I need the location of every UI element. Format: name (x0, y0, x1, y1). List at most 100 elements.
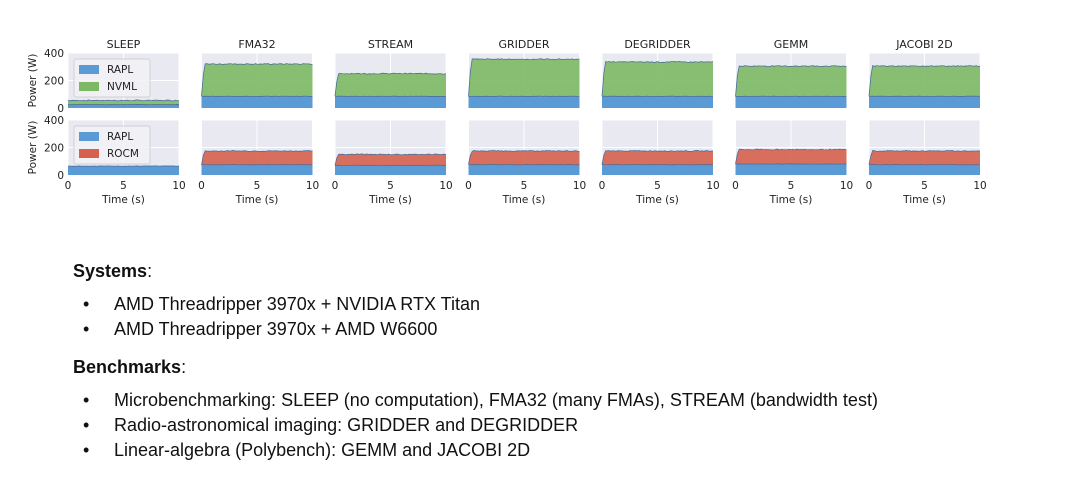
bullet-icon: • (83, 319, 90, 339)
x-axis-label: Time (s) (368, 194, 412, 206)
x-tick-label: 10 (706, 180, 719, 192)
panel-title: SLEEP (107, 38, 141, 51)
area-rapl (335, 165, 446, 175)
line-nvml (334, 72, 447, 96)
x-tick-label: 5 (921, 180, 928, 192)
y-tick-label: 400 (44, 48, 64, 60)
area-rapl (68, 165, 179, 175)
panel-title: STREAM (368, 38, 413, 51)
area-rapl (68, 104, 179, 108)
x-tick-label: 10 (172, 180, 185, 192)
area-rapl (735, 163, 847, 175)
area-nvml (869, 65, 980, 97)
bullet-icon: • (83, 440, 90, 460)
line-nvml (468, 58, 580, 97)
x-tick-label: 5 (254, 180, 261, 192)
systems-list: • AMD Threadripper 3970x + NVIDIA RTX Tit… (73, 292, 1033, 342)
x-tick-label: 10 (573, 180, 586, 192)
area-rapl (869, 96, 980, 108)
x-tick-label: 10 (306, 180, 319, 192)
list-item: • Linear-algebra (Polybench): GEMM and JA… (73, 438, 1033, 463)
y-tick-label: 0 (57, 170, 64, 182)
line-rocm (868, 149, 981, 165)
line-rocm (334, 153, 447, 166)
x-tick-label: 10 (973, 180, 986, 192)
line-nvml (601, 60, 714, 97)
legend-label: NVML (107, 81, 137, 93)
area-rapl (602, 164, 713, 175)
area-rocm (602, 150, 713, 165)
x-tick-label: 0 (465, 180, 472, 192)
panel-title: FMA32 (238, 38, 275, 51)
panel-title: JACOBI 2D (895, 38, 952, 51)
area-rapl (869, 164, 980, 175)
x-tick-label: 5 (120, 180, 127, 192)
legend-label: ROCM (107, 148, 139, 160)
area-nvml (468, 58, 580, 97)
x-axis-label: Time (s) (235, 194, 279, 206)
benchmarks-heading: Benchmarks: (73, 357, 187, 377)
x-axis-label: Time (s) (635, 194, 679, 206)
list-item: • Radio-astronomical imaging: GRIDDER and… (73, 413, 1033, 438)
area-rocm (468, 150, 580, 165)
line-rocm (601, 149, 714, 165)
bullet-icon: • (83, 390, 90, 410)
line-nvml (735, 65, 847, 97)
x-tick-label: 5 (521, 180, 528, 192)
y-tick-label: 200 (44, 76, 64, 88)
legend-swatch (79, 132, 99, 141)
line-rocm (201, 150, 313, 165)
area-rocm (335, 153, 446, 166)
bullet-icon: • (83, 415, 90, 435)
x-tick-label: 10 (439, 180, 452, 192)
line-rocm (468, 150, 580, 165)
area-nvml (735, 65, 847, 97)
y-tick-label: 200 (44, 143, 64, 155)
list-item: • AMD Threadripper 3970x + NVIDIA RTX Tit… (73, 292, 1033, 317)
area-rapl (201, 96, 313, 108)
x-tick-label: 0 (599, 180, 606, 192)
y-axis-label: Power (W) (27, 121, 39, 175)
area-rocm (735, 149, 847, 165)
x-axis-label: Time (s) (502, 194, 546, 206)
x-axis-label: Time (s) (902, 194, 946, 206)
benchmarks-list: • Microbenchmarking: SLEEP (no computatio… (73, 388, 1033, 463)
x-tick-label: 5 (788, 180, 795, 192)
legend-label: RAPL (107, 64, 133, 76)
legend-swatch (79, 65, 99, 74)
systems-heading: Systems: (73, 261, 153, 281)
area-rapl (201, 164, 313, 175)
area-nvml (201, 63, 313, 97)
area-rapl (735, 96, 847, 108)
x-tick-label: 0 (732, 180, 739, 192)
x-tick-label: 0 (332, 180, 339, 192)
x-tick-label: 5 (387, 180, 394, 192)
x-tick-label: 10 (840, 180, 853, 192)
line-nvml (67, 99, 180, 102)
y-axis-label: Power (W) (27, 54, 39, 108)
x-tick-label: 0 (866, 180, 873, 192)
panel-title: GRIDDER (499, 38, 550, 51)
area-nvml (335, 73, 446, 97)
line-nvml (868, 65, 981, 97)
line-rocm (735, 148, 847, 165)
y-tick-label: 400 (44, 115, 64, 127)
area-rocm (201, 150, 313, 165)
panel-title: GEMM (774, 38, 808, 51)
area-rapl (468, 164, 580, 175)
x-axis-label: Time (s) (769, 194, 813, 206)
area-nvml (602, 61, 713, 97)
power-chart-grid: SLEEP 0 200 400 Power (W) RAPL NVML 0 200 400 Powe… (27, 38, 987, 206)
x-tick-label: 0 (198, 180, 205, 192)
x-tick-label: 0 (65, 180, 72, 192)
bullet-icon: • (83, 294, 90, 314)
area-rocm (869, 150, 980, 165)
list-item: • Microbenchmarking: SLEEP (no computatio… (73, 388, 1033, 413)
area-rapl (602, 96, 713, 108)
legend-swatch (79, 82, 99, 91)
panel-title: DEGRIDDER (624, 38, 691, 51)
list-item: • AMD Threadripper 3970x + AMD W6600 (73, 317, 1033, 342)
legend-label: RAPL (107, 131, 133, 143)
line-nvml (201, 63, 313, 97)
y-tick-label: 0 (57, 103, 64, 115)
